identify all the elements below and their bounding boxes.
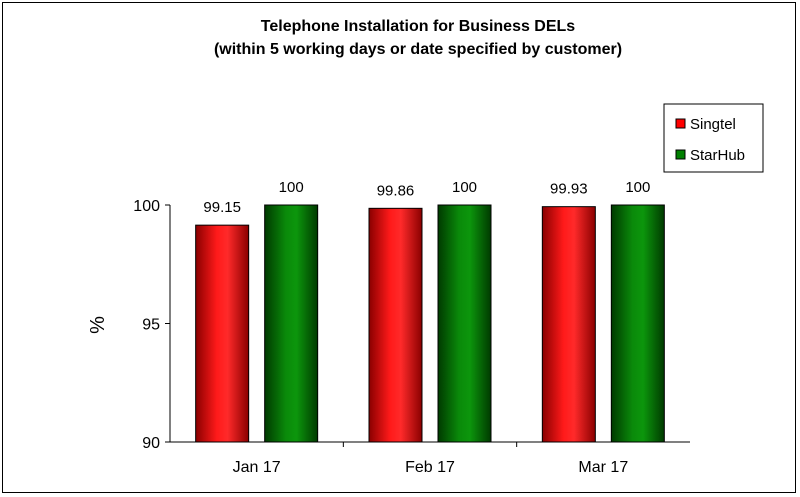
data-label-singtel-0: 99.15 (203, 199, 241, 216)
legend-swatch-singtel (675, 118, 686, 129)
legend-label-singtel: Singtel (690, 116, 736, 133)
legend-label-starhub: StarHub (690, 147, 745, 164)
data-label-starhub-2: 100 (625, 179, 650, 196)
y-tick-label-90: 90 (142, 435, 160, 452)
data-label-singtel-1: 99.86 (377, 182, 415, 199)
bar-singtel-2 (541, 206, 596, 443)
y-tick-label-95: 95 (142, 317, 160, 334)
bar-singtel-0 (195, 224, 250, 443)
bar-starhub-0 (264, 204, 319, 443)
y-axis-label: % (87, 316, 109, 334)
legend-swatch-starhub (675, 149, 686, 160)
y-tick-label-100: 100 (133, 198, 160, 215)
legend: Singtel StarHub (663, 103, 764, 173)
data-label-starhub-0: 100 (279, 179, 304, 196)
chart-subtitle: (within 5 working days or date specified… (214, 41, 622, 58)
x-tick-label-0: Jan 17 (233, 459, 281, 476)
x-tick-label-1: Feb 17 (405, 459, 455, 476)
x-tick-label-2: Mar 17 (578, 459, 628, 476)
legend-box (663, 103, 764, 173)
bar-starhub-2 (610, 204, 665, 443)
bar-singtel-1 (368, 207, 423, 443)
data-label-singtel-2: 99.93 (550, 181, 588, 198)
bar-starhub-1 (437, 204, 492, 443)
plot-area: 90 95 100 Jan 17 99.15 100 Feb 17 99.86 100 Mar 1… (133, 179, 690, 476)
chart-title: Telephone Installation for Business DELs (261, 18, 576, 35)
data-label-starhub-1: 100 (452, 179, 477, 196)
